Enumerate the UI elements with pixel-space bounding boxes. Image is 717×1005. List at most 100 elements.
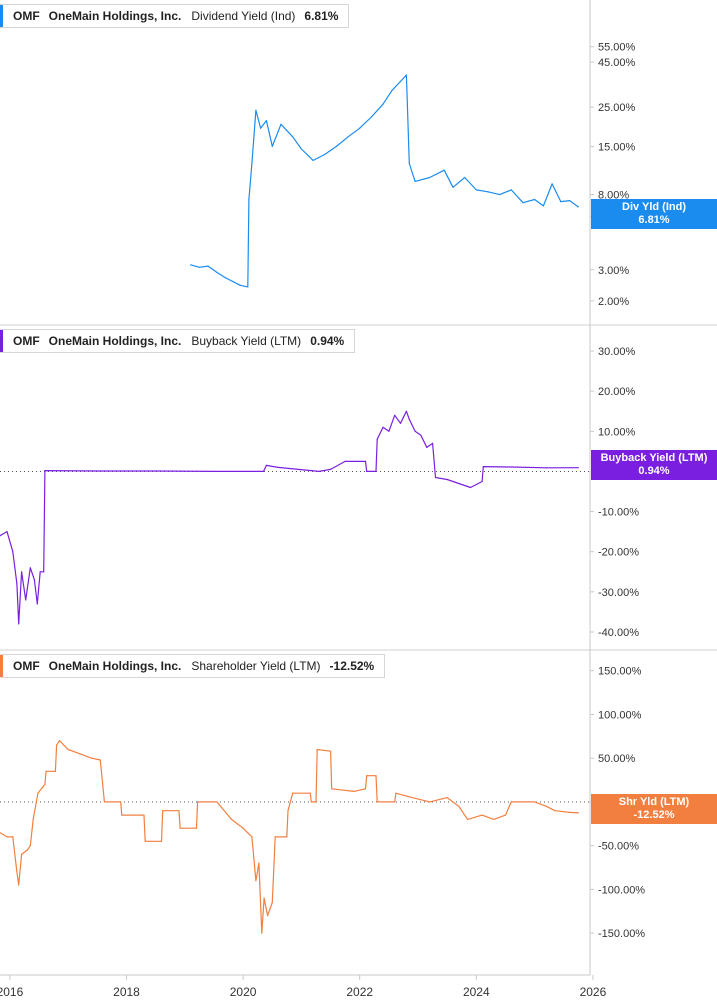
data-point <box>155 470 157 472</box>
data-point <box>364 788 367 790</box>
y-tick-label: 100.00% <box>598 709 642 721</box>
y-tick-label: -40.00% <box>598 627 639 639</box>
data-point <box>499 194 501 196</box>
data-point <box>542 205 545 207</box>
data-point <box>90 757 93 759</box>
data-point <box>247 286 249 288</box>
data-point <box>395 792 397 794</box>
data-point <box>388 430 390 432</box>
data-point <box>458 805 460 807</box>
legend-metric: Dividend Yield (Ind) <box>191 9 296 23</box>
tag-value: 6.81% <box>638 214 670 226</box>
data-point <box>277 466 279 468</box>
legend-value: 6.81% <box>304 9 339 23</box>
data-point <box>364 460 367 462</box>
data-point <box>195 827 198 829</box>
data-point <box>262 470 265 472</box>
data-point <box>534 801 536 803</box>
data-point <box>96 470 98 472</box>
x-tick-label: 2024 <box>463 985 490 999</box>
data-point <box>420 434 422 436</box>
data-point <box>6 836 8 838</box>
data-point <box>239 284 241 286</box>
data-point <box>248 198 250 201</box>
data-point <box>287 810 289 812</box>
data-point <box>143 814 145 816</box>
data-point <box>376 801 378 803</box>
data-point <box>26 849 28 851</box>
data-point <box>399 422 402 424</box>
data-point <box>316 748 318 751</box>
data-point <box>300 148 302 150</box>
data-point <box>37 792 39 794</box>
data-point <box>399 80 402 82</box>
data-point <box>54 770 57 772</box>
data-point <box>271 145 273 147</box>
legend-value: -12.52% <box>329 659 375 673</box>
last-value-tag-dividend: Div Yld (Ind) 6.81% <box>591 199 717 229</box>
data-point <box>216 801 218 803</box>
data-point <box>265 464 267 466</box>
y-tick-label: 45.00% <box>598 57 636 69</box>
y-tick-label: 15.00% <box>598 141 636 153</box>
data-point <box>534 198 536 201</box>
y-tick-label: 30.00% <box>598 346 636 358</box>
data-point <box>190 264 192 266</box>
data-point <box>43 571 45 573</box>
y-tick-label: -150.00% <box>598 928 645 940</box>
data-point <box>510 466 512 468</box>
data-point <box>391 90 393 92</box>
data-point <box>0 832 1 834</box>
data-point <box>292 792 294 794</box>
legend-color-swatch <box>0 330 3 352</box>
data-point <box>577 812 579 814</box>
data-point <box>408 162 410 165</box>
y-tick-label: -100.00% <box>598 884 645 896</box>
legend-company: OneMain Holdings, Inc. <box>48 334 182 348</box>
data-point <box>315 801 317 803</box>
data-point <box>260 127 262 129</box>
data-point <box>469 486 472 489</box>
data-point <box>394 801 396 803</box>
data-point <box>213 470 215 472</box>
data-point <box>577 467 579 469</box>
data-point <box>39 571 41 573</box>
data-point <box>554 810 556 812</box>
data-point <box>324 153 326 156</box>
data-point <box>261 932 263 934</box>
data-point <box>309 792 311 794</box>
x-tick-label: 2018 <box>113 985 140 999</box>
x-tick-label: 2022 <box>346 985 373 999</box>
data-point <box>18 623 20 625</box>
data-point <box>331 788 333 790</box>
last-value-tag-shareholder: Shr Yld (LTM) -12.52% <box>591 794 717 824</box>
data-point <box>292 136 294 138</box>
data-point <box>452 186 454 188</box>
y-tick-label: -30.00% <box>598 587 639 599</box>
data-point <box>443 169 445 171</box>
y-tick-label: 150.00% <box>598 666 642 678</box>
data-point <box>577 206 579 208</box>
last-value-tag-buyback: Buyback Yield (LTM) 0.94% <box>591 450 717 480</box>
data-point <box>267 915 269 917</box>
data-point <box>197 801 199 803</box>
data-point <box>44 783 46 786</box>
data-point <box>16 583 18 585</box>
data-point <box>467 818 469 821</box>
data-point <box>6 531 8 533</box>
data-point <box>510 189 512 191</box>
data-point <box>45 770 47 772</box>
data-point <box>429 801 431 803</box>
data-point <box>366 470 368 472</box>
data-point <box>32 818 34 821</box>
data-point <box>29 567 31 569</box>
data-point <box>230 818 233 821</box>
data-point <box>33 579 36 581</box>
data-point <box>330 468 332 470</box>
data-point <box>545 467 547 469</box>
data-point <box>207 265 209 267</box>
y-tick-label: 50.00% <box>598 753 636 765</box>
y-tick-label: 25.00% <box>598 102 636 114</box>
y-tick-label: 20.00% <box>598 386 636 398</box>
y-tick-label: 8.00% <box>598 190 629 202</box>
